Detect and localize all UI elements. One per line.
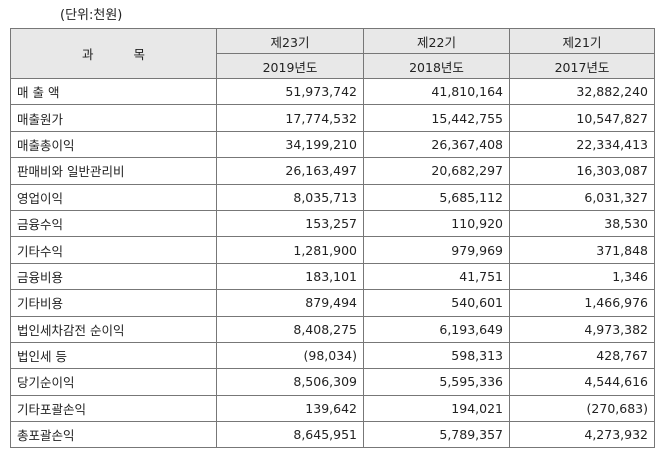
value-cell: 5,789,357 <box>363 421 510 449</box>
table-row: 기타수익 1,281,900 979,969 371,848 <box>10 236 655 264</box>
value-cell: 41,810,164 <box>363 77 510 106</box>
period-header: 제22기 <box>363 28 510 54</box>
table-row: 매출총이익 34,199,210 26,367,408 22,334,413 <box>10 130 655 159</box>
item-label: 기타포괄손익 <box>10 394 217 423</box>
item-label: 매출총이익 <box>10 130 217 159</box>
item-label: 판매비와 일반관리비 <box>10 157 217 185</box>
value-cell: 598,313 <box>363 341 510 370</box>
value-cell: 8,408,275 <box>216 315 364 343</box>
item-label: 법인세차감전 순이익 <box>10 315 217 343</box>
value-cell: 51,973,742 <box>216 77 364 106</box>
value-cell: 38,530 <box>509 209 655 238</box>
value-cell: 34,199,210 <box>216 130 364 159</box>
value-cell: 26,163,497 <box>216 157 364 185</box>
value-cell: 6,193,649 <box>363 315 510 343</box>
item-label: 금융비용 <box>10 262 217 291</box>
year-header: 2017년도 <box>509 53 655 79</box>
period-header: 제21기 <box>509 28 655 54</box>
year-header: 2019년도 <box>216 53 364 79</box>
value-cell: 153,257 <box>216 209 364 238</box>
value-cell: 8,645,951 <box>216 421 364 449</box>
table-row: 영업이익 8,035,713 5,685,112 6,031,327 <box>10 183 655 211</box>
table-row: 판매비와 일반관리비 26,163,497 20,682,297 16,303,087 <box>10 157 655 185</box>
period-header: 제23기 <box>216 28 364 54</box>
value-cell: 15,442,755 <box>363 104 510 132</box>
value-cell: 6,031,327 <box>509 183 655 211</box>
table-header: 과 목 제23기 제22기 제21기 2019년도 2018년도 2017년도 <box>10 28 655 79</box>
item-label: 당기순이익 <box>10 368 217 396</box>
value-cell: (270,683) <box>509 394 655 423</box>
value-cell: 22,334,413 <box>509 130 655 159</box>
item-label: 영업이익 <box>10 183 217 211</box>
value-cell: 428,767 <box>509 341 655 370</box>
table-row: 매출원가 17,774,532 15,442,755 10,547,827 <box>10 104 655 132</box>
table-row: 당기순이익 8,506,309 5,595,336 4,544,616 <box>10 368 655 396</box>
value-cell: 1,281,900 <box>216 236 364 264</box>
value-cell: 4,544,616 <box>509 368 655 396</box>
value-cell: 183,101 <box>216 262 364 291</box>
value-cell: 16,303,087 <box>509 157 655 185</box>
value-cell: 5,595,336 <box>363 368 510 396</box>
header-row: 2019년도 2018년도 2017년도 <box>11 53 655 79</box>
value-cell: 1,466,976 <box>509 289 655 317</box>
table-row: 법인세차감전 순이익 8,408,275 6,193,649 4,973,382 <box>10 315 655 343</box>
table-row: 기타포괄손익 139,642 194,021 (270,683) <box>10 394 655 423</box>
table-row: 법인세 등 (98,034) 598,313 428,767 <box>10 341 655 370</box>
value-cell: 371,848 <box>509 236 655 264</box>
value-cell: 17,774,532 <box>216 104 364 132</box>
value-cell: 26,367,408 <box>363 130 510 159</box>
value-cell: 10,547,827 <box>509 104 655 132</box>
item-label: 법인세 등 <box>10 341 217 370</box>
value-cell: 4,273,932 <box>509 421 655 449</box>
value-cell: 4,973,382 <box>509 315 655 343</box>
value-cell: 540,601 <box>363 289 510 317</box>
value-cell: 979,969 <box>363 236 510 264</box>
subject-header: 과 목 <box>10 28 217 79</box>
item-label: 총포괄손익 <box>10 421 217 449</box>
table-row: 총포괄손익 8,645,951 5,789,357 4,273,932 <box>10 421 655 449</box>
item-label: 매출원가 <box>10 104 217 132</box>
value-cell: 20,682,297 <box>363 157 510 185</box>
table-body: 매 출 액 51,973,742 41,810,164 32,882,240 매출원가 1… <box>10 77 655 449</box>
item-label: 기타비용 <box>10 289 217 317</box>
value-cell: 110,920 <box>363 209 510 238</box>
value-cell: 41,751 <box>363 262 510 291</box>
value-cell: 1,346 <box>509 262 655 291</box>
value-cell: 5,685,112 <box>363 183 510 211</box>
value-cell: 32,882,240 <box>509 77 655 106</box>
table-row: 매 출 액 51,973,742 41,810,164 32,882,240 <box>10 77 655 106</box>
table-row: 금융수익 153,257 110,920 38,530 <box>10 209 655 238</box>
table-row: 금융비용 183,101 41,751 1,346 <box>10 262 655 291</box>
value-cell: 194,021 <box>363 394 510 423</box>
item-label: 금융수익 <box>10 209 217 238</box>
item-label: 매 출 액 <box>10 77 217 106</box>
table-row: 기타비용 879,494 540,601 1,466,976 <box>10 289 655 317</box>
unit-label: (단위:천원) <box>60 8 123 23</box>
header-row: 과 목 제23기 제22기 제21기 <box>10 28 655 79</box>
item-label: 기타수익 <box>10 236 217 264</box>
value-cell: 139,642 <box>216 394 364 423</box>
value-cell: 879,494 <box>216 289 364 317</box>
value-cell: 8,506,309 <box>216 368 364 396</box>
value-cell: 8,035,713 <box>216 183 364 211</box>
value-cell: (98,034) <box>216 341 364 370</box>
year-header: 2018년도 <box>363 53 510 79</box>
